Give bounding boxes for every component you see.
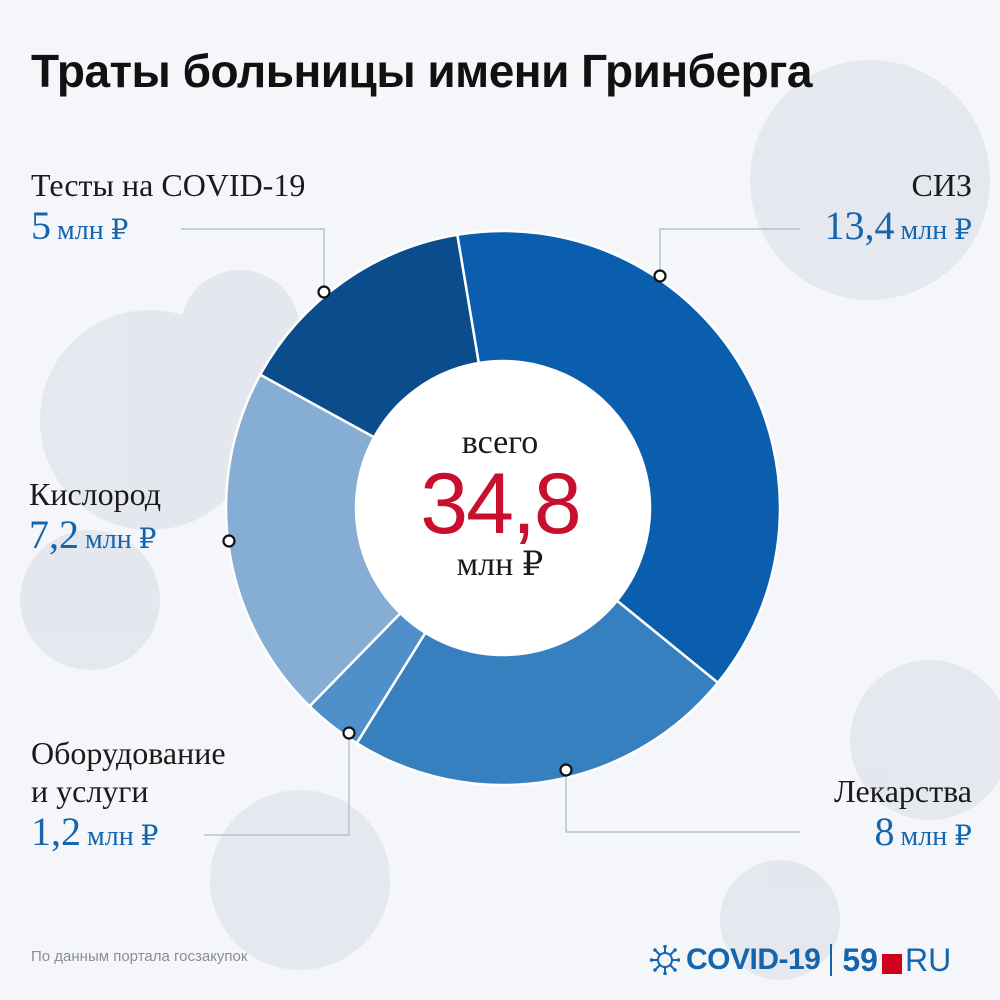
logo-red-square bbox=[881, 954, 902, 974]
page-title: Траты больницы имени Гринберга bbox=[31, 45, 812, 97]
label-tests-name: Тесты на COVID-19 bbox=[31, 167, 306, 203]
label-equipment-line1: Оборудование bbox=[31, 735, 226, 771]
logo-site-num: 59 bbox=[842, 941, 878, 978]
center-total: 34,8 bbox=[420, 456, 581, 552]
label-medicines: Лекарства 8 млн ₽ bbox=[834, 772, 972, 863]
tests-value: 5 bbox=[31, 203, 51, 248]
label-siz-name: СИЗ bbox=[911, 167, 972, 203]
leader-siz-dot bbox=[653, 269, 667, 283]
leader-equipment bbox=[204, 733, 350, 836]
donut-hole bbox=[357, 362, 649, 654]
label-equipment-line2: и услуги bbox=[31, 773, 149, 809]
leader-equipment-dot bbox=[342, 726, 356, 740]
leader-medicines bbox=[565, 770, 800, 833]
siz-unit: млн ₽ bbox=[900, 215, 973, 246]
oxygen-value: 7,2 bbox=[29, 512, 79, 557]
label-siz: СИЗ 13,4 млн ₽ bbox=[825, 166, 973, 257]
leader-tests bbox=[181, 228, 325, 292]
slice-oxygen bbox=[224, 372, 403, 709]
tests-unit: млн ₽ bbox=[57, 215, 129, 246]
label-tests: Тесты на COVID-19 5 млн ₽ bbox=[31, 166, 305, 257]
label-oxygen-name: Кислород bbox=[29, 476, 161, 512]
slice-tests bbox=[258, 233, 481, 439]
slice-medicines bbox=[354, 598, 720, 787]
label-equipment-value: 1,2 млн ₽ bbox=[31, 810, 226, 863]
medicines-value: 8 bbox=[874, 809, 895, 854]
label-oxygen: Кислород 7,2 млн ₽ bbox=[29, 475, 161, 566]
label-oxygen-value: 7,2 млн ₽ bbox=[29, 513, 161, 566]
label-medicines-name: Лекарства bbox=[833, 773, 972, 809]
source-note: По данным портала госзакупок bbox=[31, 948, 248, 965]
donut-center: всего 34,8 млн ₽ bbox=[380, 425, 620, 583]
oxygen-unit: млн ₽ bbox=[85, 524, 157, 555]
logo-brand: COVID-19 bbox=[686, 943, 821, 976]
label-medicines-value: 8 млн ₽ bbox=[834, 809, 973, 863]
equipment-value: 1,2 bbox=[31, 809, 81, 854]
logo: COVID-19 59 RU bbox=[650, 938, 951, 982]
label-tests-value: 5 млн ₽ bbox=[31, 204, 305, 257]
virus-icon bbox=[650, 945, 680, 975]
siz-value: 13,4 bbox=[824, 203, 895, 248]
slice-siz bbox=[455, 229, 782, 685]
label-equipment: Оборудование и услуги 1,2 млн ₽ bbox=[31, 734, 226, 863]
leader-oxygen-dot bbox=[222, 534, 236, 548]
logo-site-suffix: RU bbox=[904, 941, 952, 978]
center-pre: всего bbox=[461, 424, 539, 461]
medicines-unit: млн ₽ bbox=[900, 821, 973, 852]
logo-separator bbox=[830, 944, 833, 976]
center-unit: млн ₽ bbox=[456, 546, 544, 583]
leader-medicines-dot bbox=[559, 763, 573, 777]
equipment-unit: млн ₽ bbox=[87, 821, 159, 852]
leader-siz bbox=[659, 228, 800, 276]
leader-tests-dot bbox=[317, 285, 331, 299]
label-siz-value: 13,4 млн ₽ bbox=[825, 204, 973, 257]
